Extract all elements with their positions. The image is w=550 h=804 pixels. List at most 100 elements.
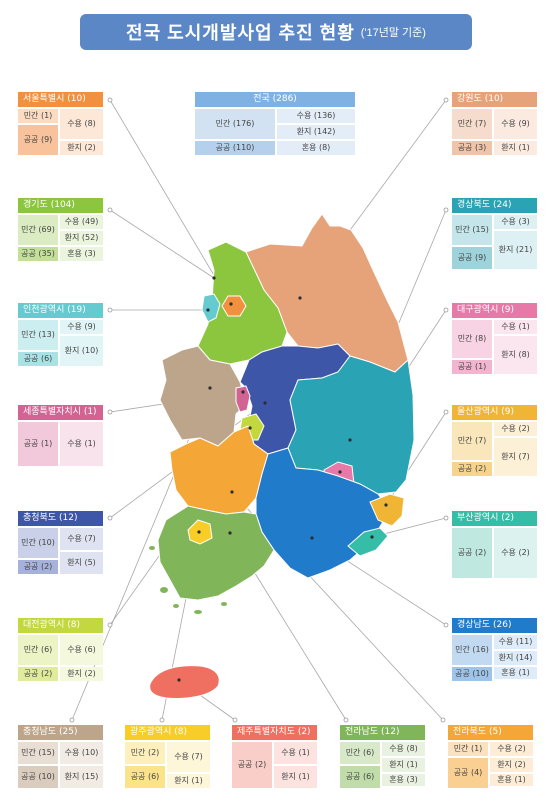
card-incheon: 인천광역시 (19) 민간 (13) 공공 (6) 수용 (9) 환지 (10): [18, 303, 103, 366]
chungnam-cell: 환지 (15): [60, 766, 103, 788]
card-gyeongbuk-head: 경상북도 (24): [452, 198, 537, 213]
daegu-cell: 수용 (1): [494, 320, 537, 334]
chungnam-cell: 수용 (10): [60, 742, 103, 764]
page-subtitle: ('17년말 기준): [360, 27, 426, 39]
sejong-cell: 수용 (1): [60, 422, 103, 466]
jeonnam-cell: 민간 (6): [340, 742, 380, 764]
incheon-cell: 공공 (6): [18, 352, 58, 366]
jeonbuk-cell: 수용 (2): [490, 742, 533, 756]
gyeonggi-cell: 공공 (35): [18, 247, 58, 261]
gyeonggi-name: 경기도 (104): [23, 200, 75, 210]
gyeonggi-cell: 민간 (69): [18, 215, 58, 245]
card-daejeon: 대전광역시 (8) 민간 (6) 공공 (2) 수용 (6) 환지 (2): [18, 618, 103, 681]
card-gyeonggi: 경기도 (104) 민간 (69) 공공 (35) 수용 (49) 환지 (52…: [18, 198, 103, 261]
ulsan-cell: 수용 (2): [494, 422, 537, 436]
card-chungnam: 충청남도 (25) 민간 (15) 공공 (10) 수용 (10) 환지 (15…: [18, 725, 103, 788]
busan-cell: 수용 (2): [494, 528, 537, 578]
card-jeonnam: 전라남도 (12) 민간 (6) 공공 (6) 수용 (8) 환지 (1) 혼용…: [340, 725, 425, 788]
ulsan-name: 울산광역시 (9): [457, 407, 515, 417]
daejeon-cell: 공공 (2): [18, 667, 58, 681]
daejeon-cell: 민간 (6): [18, 635, 58, 665]
card-jeonbuk-head: 전라북도 (5): [448, 725, 533, 740]
gwangju-cell: 환지 (1): [167, 774, 210, 788]
daegu-name: 대구광역시 (9): [457, 305, 515, 315]
national-cell: 혼용 (8): [277, 141, 355, 155]
region-points: [177, 276, 388, 682]
chungnam-cell: 공공 (10): [18, 766, 58, 788]
leader-dots: [69, 97, 449, 723]
gwangju-cell: 공공 (6): [125, 766, 165, 788]
card-chungbuk-head: 충청북도 (12): [18, 511, 103, 526]
gyeongnam-name: 경상남도 (26): [457, 620, 512, 630]
gyeongnam-cell: 환지 (14): [494, 651, 537, 665]
seoul-cell: 민간 (1): [18, 109, 58, 123]
card-gwangju-head: 광주광역시 (8): [125, 725, 210, 740]
regions: [149, 213, 415, 699]
gyeongnam-cell: 혼용 (1): [494, 667, 537, 679]
card-national-head: 전국 (286): [195, 92, 355, 107]
seoul-name: 서울특별시 (10): [23, 94, 86, 104]
card-daejeon-head: 대전광역시 (8): [18, 618, 103, 633]
chungbuk-cell: 민간 (10): [18, 528, 58, 558]
gangwon-cell: 환지 (1): [494, 141, 537, 155]
seoul-cell: 환지 (2): [60, 141, 103, 155]
card-gwangju: 광주광역시 (8) 민간 (2) 공공 (6) 수용 (7) 환지 (1): [125, 725, 210, 788]
national-cell: 수용 (136): [277, 109, 355, 123]
card-daegu: 대구광역시 (9) 민간 (8) 공공 (1) 수용 (1) 환지 (8): [452, 303, 537, 374]
card-busan-head: 부산광역시 (2): [452, 511, 537, 526]
card-jeonbuk: 전라북도 (5) 민간 (1) 공공 (4) 수용 (2) 환지 (2) 혼용 …: [448, 725, 533, 788]
national-cell: 환지 (142): [277, 125, 355, 139]
sejong-cell: 공공 (1): [18, 422, 58, 466]
gyeonggi-cell: 혼용 (3): [60, 247, 103, 261]
card-gyeongnam: 경상남도 (26) 민간 (16) 공공 (10) 수용 (11) 환지 (14…: [452, 618, 537, 681]
jeju-cell: 공공 (2): [232, 742, 272, 788]
card-gyeongnam-head: 경상남도 (26): [452, 618, 537, 633]
gyeongnam-cell: 공공 (10): [452, 667, 492, 681]
incheon-name: 인천광역시 (19): [23, 305, 86, 315]
card-jeju: 제주특별자치도 (2) 공공 (2) 수용 (1) 환지 (1): [232, 725, 317, 788]
card-sejong-head: 세종특별자치시 (1): [18, 405, 103, 420]
jeonbuk-cell: 혼용 (1): [490, 774, 533, 786]
page-title: 전국 도시개발사업 추진 현황: [126, 23, 355, 43]
chungbuk-cell: 수용 (7): [60, 528, 103, 550]
region-incheon: [201, 293, 221, 323]
card-daegu-head: 대구광역시 (9): [452, 303, 537, 318]
seoul-cell: 공공 (9): [18, 125, 58, 155]
incheon-cell: 환지 (10): [60, 336, 103, 366]
national-cell: 공공 (110): [195, 141, 275, 155]
card-incheon-head: 인천광역시 (19): [18, 303, 103, 318]
region-busan: [347, 527, 389, 557]
jeju-cell: 환지 (1): [274, 766, 317, 788]
daejeon-cell: 수용 (6): [60, 635, 103, 665]
region-seoul: [221, 295, 247, 317]
busan-cell: 공공 (2): [452, 528, 492, 578]
region-jeonnam: [157, 505, 275, 601]
busan-name: 부산광역시 (2): [457, 513, 515, 523]
card-gyeongbuk: 경상북도 (24) 민간 (15) 공공 (9) 수용 (3) 환지 (21): [452, 198, 537, 269]
chungbuk-name: 충청북도 (12): [23, 513, 78, 523]
card-sejong: 세종특별자치시 (1) 공공 (1) 수용 (1): [18, 405, 103, 466]
card-gangwon-head: 강원도 (10): [452, 92, 537, 107]
gyeongbuk-cell: 공공 (9): [452, 247, 492, 269]
card-national: 전국 (286) 민간 (176) 공공 (110) 수용 (136) 환지 (…: [195, 92, 355, 155]
chungnam-cell: 민간 (15): [18, 742, 58, 764]
gyeonggi-cell: 수용 (49): [60, 215, 103, 229]
gwangju-cell: 수용 (7): [167, 742, 210, 772]
jeonnam-name: 전라남도 (12): [345, 727, 400, 737]
incheon-cell: 민간 (13): [18, 320, 58, 350]
region-jeju: [149, 665, 220, 699]
ulsan-cell: 민간 (7): [452, 422, 492, 460]
card-ulsan-head: 울산광역시 (9): [452, 405, 537, 420]
jeonnam-cell: 공공 (6): [340, 766, 380, 788]
gyeongbuk-cell: 환지 (21): [494, 231, 537, 269]
gwangju-name: 광주광역시 (8): [130, 727, 188, 737]
chungbuk-cell: 환지 (5): [60, 552, 103, 574]
gyeongnam-cell: 수용 (11): [494, 635, 537, 649]
card-jeonnam-head: 전라남도 (12): [340, 725, 425, 740]
gangwon-cell: 수용 (9): [494, 109, 537, 139]
gangwon-cell: 민간 (7): [452, 109, 492, 139]
gangwon-name: 강원도 (10): [457, 94, 504, 104]
card-gangwon: 강원도 (10) 민간 (7) 공공 (3) 수용 (9) 환지 (1): [452, 92, 537, 155]
jeonbuk-cell: 환지 (2): [490, 758, 533, 772]
